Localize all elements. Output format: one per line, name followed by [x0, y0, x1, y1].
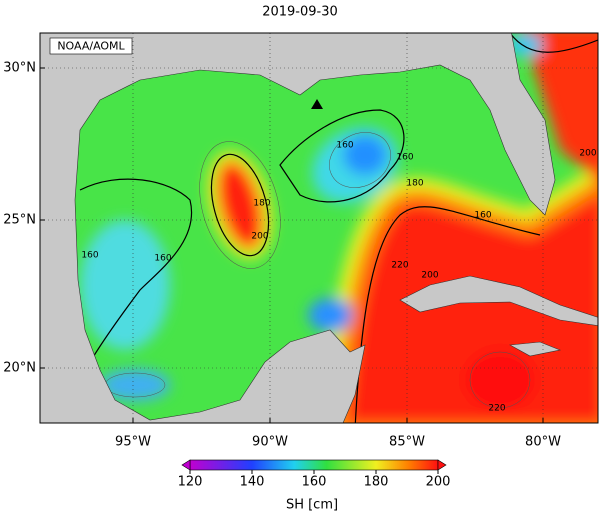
- jamaica: [509, 341, 562, 357]
- contour-label: 160: [396, 153, 413, 163]
- lat-label: 30°N: [3, 61, 36, 76]
- colorbar-ramp: [189, 459, 439, 471]
- lon-label: 90°W: [252, 435, 288, 450]
- map: 160 160 180 200 180 160 160 160 220 200 220 200 NOA…: [40, 33, 598, 423]
- height-field: [80, 33, 598, 423]
- contour-label: 200: [421, 271, 438, 281]
- colorbar: SH [cm] 120 140 160 180 200: [178, 459, 451, 513]
- station-marker: [311, 99, 323, 109]
- contour-label: 160: [336, 141, 353, 151]
- land: [40, 33, 556, 423]
- contour-label: 160: [81, 251, 98, 261]
- lat-label: 20°N: [3, 361, 36, 376]
- graticule: [40, 33, 598, 423]
- contour-labels: 160 160 180 200 180 160 160 160 220 200 220 200: [81, 141, 596, 414]
- colorbar-tick-label: 160: [302, 475, 327, 490]
- frame: [39, 32, 599, 424]
- credit: NOAA/AOML: [57, 40, 125, 53]
- colorbar-tick-label: 180: [364, 475, 389, 490]
- colorbar-tick-label: 140: [240, 475, 265, 490]
- contour-label: 160: [474, 211, 491, 221]
- cuba: [399, 275, 598, 327]
- contour-label: 220: [488, 404, 505, 414]
- lon-label: 80°W: [525, 435, 561, 450]
- colorbar-tick-label: 200: [426, 475, 451, 490]
- colorbar-low-end: [181, 459, 191, 471]
- colorbar-tick-label: 120: [178, 475, 203, 490]
- contour-label: 160: [154, 254, 171, 264]
- lon-label: 85°W: [389, 435, 425, 450]
- lon-label: 95°W: [115, 435, 151, 450]
- axes: 30°N 25°N 20°N 95°W 90°W 85°W 80°W: [3, 61, 561, 450]
- contour-label: 180: [406, 179, 423, 189]
- title: 2019-09-30: [262, 5, 338, 20]
- contour-label: 180: [253, 199, 270, 209]
- contour-label: 220: [391, 261, 408, 271]
- lat-label: 25°N: [3, 213, 36, 228]
- colorbar-label: SH [cm]: [286, 498, 338, 513]
- credit-box: [49, 37, 133, 55]
- contour-label: 200: [251, 232, 268, 242]
- contour-label: 200: [579, 149, 596, 159]
- colorbar-high-end: [437, 459, 447, 471]
